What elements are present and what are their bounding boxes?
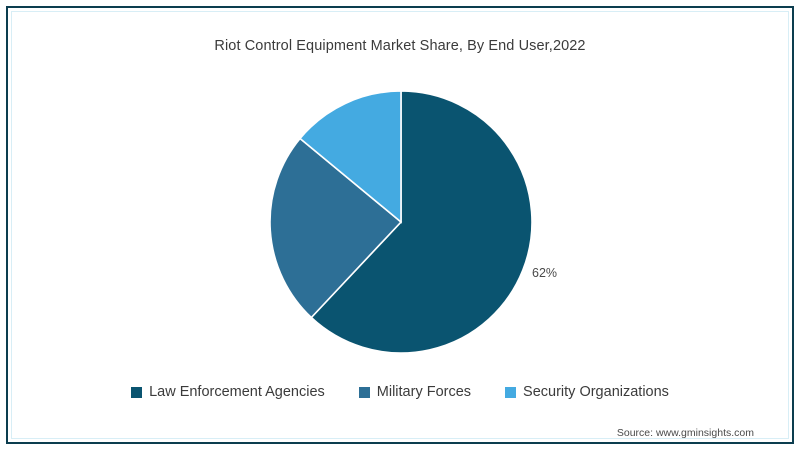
legend-swatch-icon xyxy=(358,386,370,398)
legend-swatch-icon xyxy=(505,386,517,398)
legend-item-label: Military Forces xyxy=(376,384,472,400)
pie-slice xyxy=(269,137,403,319)
chart-legend: Law Enforcement Agencies Military Forces S… xyxy=(8,384,792,400)
legend-swatch-icon xyxy=(131,386,143,398)
pie-chart xyxy=(269,90,533,354)
pie-slice xyxy=(298,90,402,224)
page-title: Riot Control Equipment Market Share, By … xyxy=(214,38,586,54)
legend-item[interactable]: Law Enforcement Agencies xyxy=(131,384,325,400)
pie-slice xyxy=(310,90,533,354)
chart-frame: Riot Control Equipment Market Share, By … xyxy=(6,6,794,444)
legend-item-label: Law Enforcement Agencies xyxy=(149,384,325,400)
legend-item-label: Security Organizations xyxy=(523,384,669,400)
legend-item[interactable]: Military Forces xyxy=(358,384,472,400)
pie-slice-group xyxy=(269,90,533,354)
legend-item[interactable]: Security Organizations xyxy=(505,384,669,400)
source-note: Source: www.gminsights.com xyxy=(616,427,754,439)
pie-chart-svg xyxy=(269,90,533,354)
pie-slice-value-label: 62% xyxy=(532,266,558,280)
